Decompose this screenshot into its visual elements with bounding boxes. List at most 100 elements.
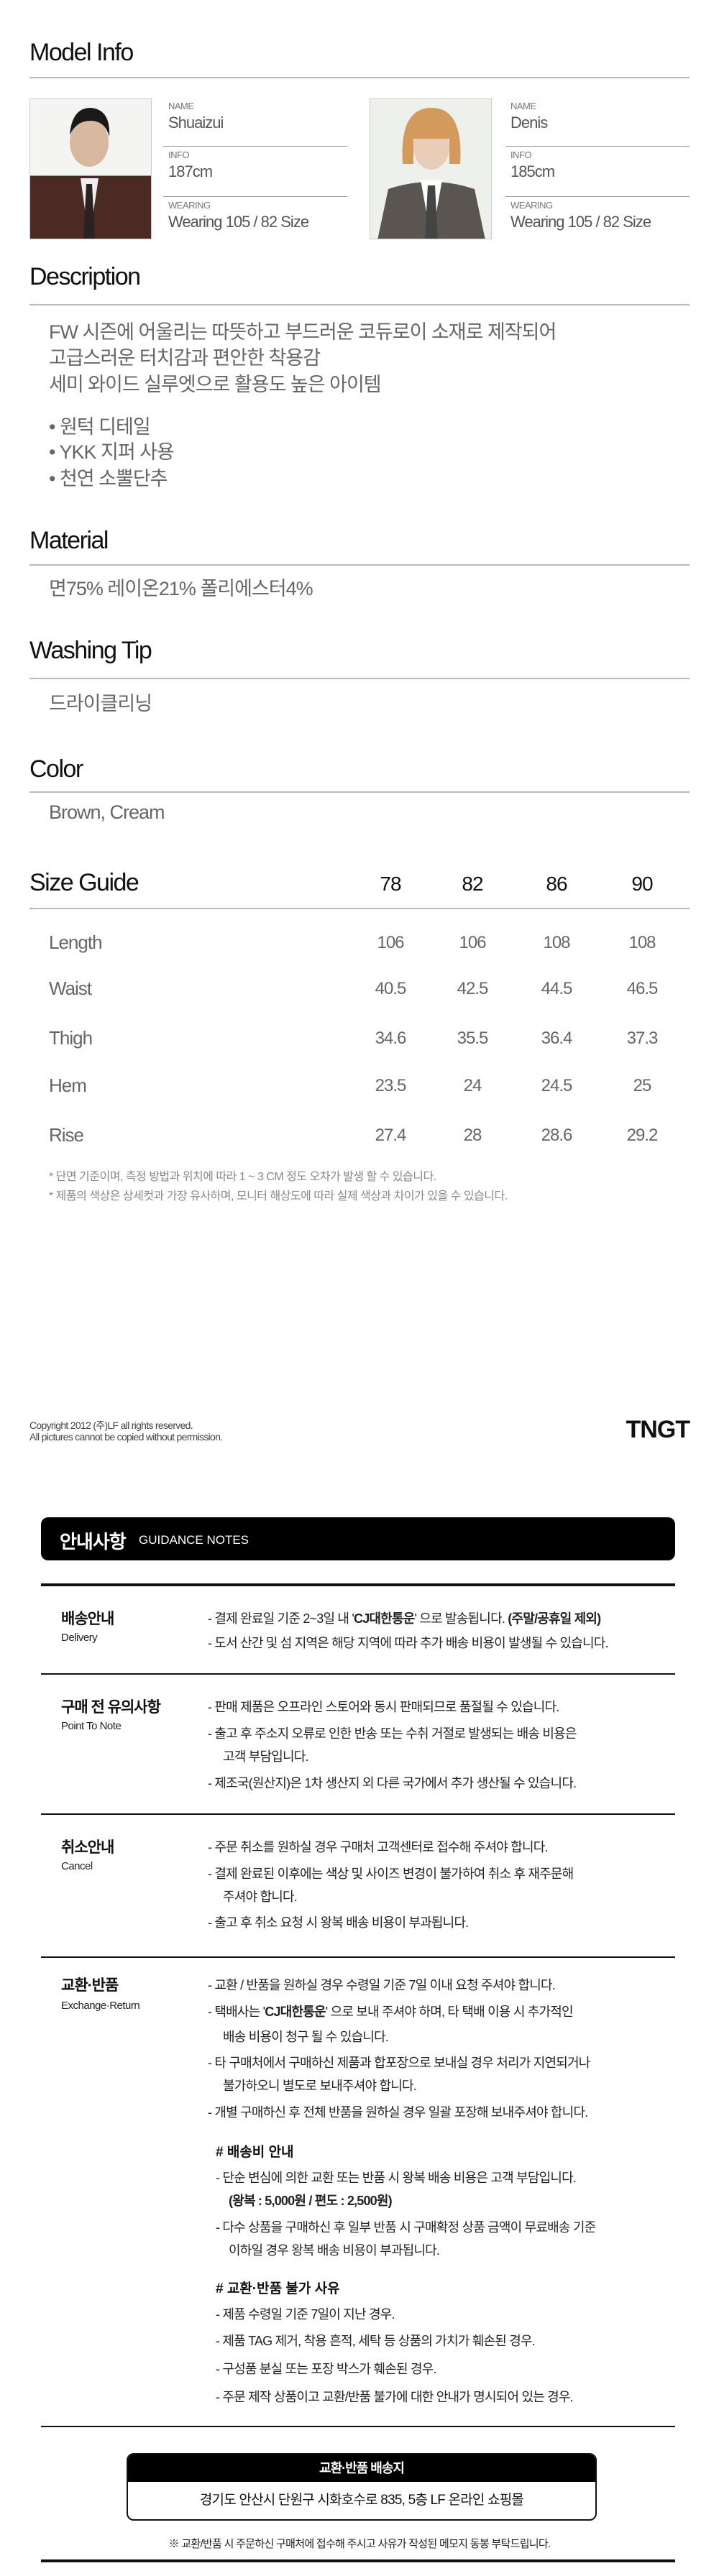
permission-notice: All pictures cannot be copied without pe… xyxy=(29,1431,223,1443)
info-label: INFO xyxy=(510,150,532,160)
size-header: 82 xyxy=(462,873,483,895)
divider xyxy=(41,1956,675,1958)
no-return-item: - 주문 제작 상품이고 교환/반품 불가에 대한 안내가 명시되어 있는 경우… xyxy=(216,2390,574,2404)
size-cell: 24.5 xyxy=(541,1076,573,1095)
divider xyxy=(163,146,347,147)
size-cell: 106 xyxy=(459,933,486,952)
exchange-item: - 교환 / 반품을 원하실 경우 수령일 기준 7일 이내 요청 주셔야 합니… xyxy=(208,1978,556,1992)
size-guide-title: Size Guide xyxy=(29,869,139,896)
model-name: Denis xyxy=(510,114,548,132)
point-item: - 제조국(원산지)은 1차 생산지 외 다른 국가에서 추가 생산될 수 있습… xyxy=(208,1776,577,1790)
color-text: Brown, Cream xyxy=(49,801,165,823)
copyright: Copyright 2012 (주)LF all rights reserved… xyxy=(29,1420,193,1431)
guidance-banner: 안내사항 GUIDANCE NOTES xyxy=(41,1517,675,1560)
size-cell: 44.5 xyxy=(541,979,573,998)
color-title: Color xyxy=(29,755,83,783)
name-label: NAME xyxy=(168,101,194,111)
size-cell: 35.5 xyxy=(457,1029,489,1048)
guidance-title: 안내사항 xyxy=(60,1531,127,1552)
size-row-label: Waist xyxy=(49,978,92,999)
size-cell: 108 xyxy=(628,933,656,952)
washing-text: 드라이클리닝 xyxy=(49,693,152,714)
no-return-item: - 제품 수령일 기준 7일이 지난 경우. xyxy=(216,2307,395,2322)
material-title: Material xyxy=(29,527,109,554)
cancel-item: - 결제 완료된 이후에는 색상 및 사이즈 변경이 불가하여 취소 후 재주문… xyxy=(208,1867,574,1881)
return-note: ※ 교환/반품 시 주문하신 구매처에 접수해 주시고 사유가 작성된 메모지 … xyxy=(168,2538,551,2550)
size-cell: 23.5 xyxy=(375,1076,407,1095)
size-cell: 36.4 xyxy=(541,1029,573,1048)
fee-item-cont: 이하일 경우 왕복 배송 비용이 부과됩니다. xyxy=(229,2243,440,2258)
feature-bullet: • 원턱 디테일 xyxy=(49,416,151,438)
no-return-item: - 제품 TAG 제거, 착용 흔적, 세탁 등 상품의 가치가 훼손된 경우. xyxy=(216,2334,536,2348)
wearing-label: WEARING xyxy=(510,200,553,211)
divider xyxy=(29,304,690,305)
feature-bullet: • 천연 소뿔단추 xyxy=(49,468,168,489)
size-cell: 106 xyxy=(377,933,404,952)
divider xyxy=(41,2559,675,2562)
brand-logo: TNGT xyxy=(626,1416,690,1443)
material-text: 면75% 레이온21% 폴리에스터4% xyxy=(49,578,313,599)
size-cell: 37.3 xyxy=(626,1029,659,1048)
feature-bullet: • YKK 지퍼 사용 xyxy=(49,441,175,463)
size-cell: 28.6 xyxy=(541,1126,573,1145)
exchange-item-cont: 불가하오니 별도로 보내주셔야 합니다. xyxy=(223,2079,417,2093)
size-cell: 40.5 xyxy=(375,979,407,998)
divider xyxy=(29,77,690,78)
model-wearing: Wearing 105 / 82 Size xyxy=(510,213,651,231)
exchange-label: 교환·반품 xyxy=(61,1977,119,1994)
size-header: 86 xyxy=(546,873,567,895)
description-line: 세미 와이드 실루엣으로 활용도 높은 아이템 xyxy=(49,374,382,395)
exchange-item: - 택배사는 'CJ대한통운' 으로 보내 주셔야 하며, 타 택배 이용 시 … xyxy=(208,2005,574,2019)
info-label: INFO xyxy=(168,150,190,160)
exchange-item-cont: 배송 비용이 청구 될 수 있습니다. xyxy=(223,2030,389,2044)
model-name: Shuaizui xyxy=(168,114,224,132)
name-label: NAME xyxy=(510,101,536,111)
divider xyxy=(505,146,690,147)
delivery-item: - 도서 산간 및 섬 지역은 해당 지역에 따라 추가 배송 비용이 발생될 … xyxy=(208,1636,609,1650)
fee-amount: (왕복 : 5,000원 / 편도 : 2,500원) xyxy=(229,2194,393,2208)
size-cell: 28 xyxy=(463,1126,482,1145)
point-sub: Point To Note xyxy=(61,1720,122,1732)
size-cell: 46.5 xyxy=(626,979,659,998)
model-photo xyxy=(29,98,152,239)
model-height: 187cm xyxy=(168,162,213,180)
return-address: 경기도 안산시 단원구 시화호수로 835, 5층 LF 온라인 쇼핑몰 xyxy=(199,2493,524,2508)
divider xyxy=(41,1813,675,1815)
point-item: - 출고 후 주소지 오류로 인한 반송 또는 수취 거절로 발생되는 배송 비… xyxy=(208,1726,577,1741)
size-cell: 24 xyxy=(463,1076,482,1095)
model-info-title: Model Info xyxy=(29,39,134,66)
washing-title: Washing Tip xyxy=(29,637,152,664)
size-row-label: Thigh xyxy=(49,1027,93,1049)
point-item-cont: 고객 부담입니다. xyxy=(223,1749,309,1764)
divider xyxy=(29,908,690,909)
model-photo xyxy=(370,98,492,239)
wearing-label: WEARING xyxy=(168,200,211,211)
fee-title: # 배송비 안내 xyxy=(216,2145,294,2160)
return-address-box: 교환·반품 배송지 경기도 안산시 단원구 시화호수로 835, 5층 LF 온… xyxy=(127,2453,597,2521)
no-return-title: # 교환·반품 불가 사유 xyxy=(216,2281,340,2296)
cancel-item: - 주문 취소를 원하실 경우 구매처 고객센터로 접수해 주셔야 합니다. xyxy=(208,1840,549,1854)
cancel-sub: Cancel xyxy=(61,1860,93,1872)
model-wearing: Wearing 105 / 82 Size xyxy=(168,213,309,231)
model-height: 185cm xyxy=(510,162,555,180)
guidance-subtitle: GUIDANCE NOTES xyxy=(139,1533,249,1547)
fee-item: - 다수 상품을 구매하신 후 일부 반품 시 구매확정 상품 금액이 무료배송… xyxy=(216,2220,596,2235)
exchange-item: - 개별 구매하신 후 전체 반품을 원하실 경우 일괄 포장해 보내주셔야 합… xyxy=(208,2105,588,2120)
no-return-item: - 구성품 분실 또는 포장 박스가 훼손된 경우. xyxy=(216,2362,437,2376)
delivery-sub: Delivery xyxy=(61,1632,98,1644)
size-cell: 27.4 xyxy=(375,1126,407,1145)
size-header: 90 xyxy=(631,873,653,895)
size-header: 78 xyxy=(380,873,401,895)
size-row-label: Rise xyxy=(49,1124,84,1146)
point-label: 구매 전 유의사항 xyxy=(61,1699,161,1716)
description-line: 고급스러운 터치감과 편안한 착용감 xyxy=(49,347,321,369)
size-cell: 42.5 xyxy=(457,979,489,998)
divider xyxy=(29,564,690,566)
point-item: - 판매 제품은 오프라인 스토어와 동시 판매되므로 품절될 수 있습니다. xyxy=(208,1700,559,1714)
description-title: Description xyxy=(29,263,141,290)
size-row-label: Hem xyxy=(49,1075,87,1096)
fee-item: - 단순 변심에 의한 교환 또는 반품 시 왕복 배송 비용은 고객 부담입니… xyxy=(216,2171,577,2185)
cancel-label: 취소안내 xyxy=(61,1839,114,1856)
divider xyxy=(29,678,690,679)
cancel-item-cont: 주셔야 합니다. xyxy=(223,1890,298,1904)
